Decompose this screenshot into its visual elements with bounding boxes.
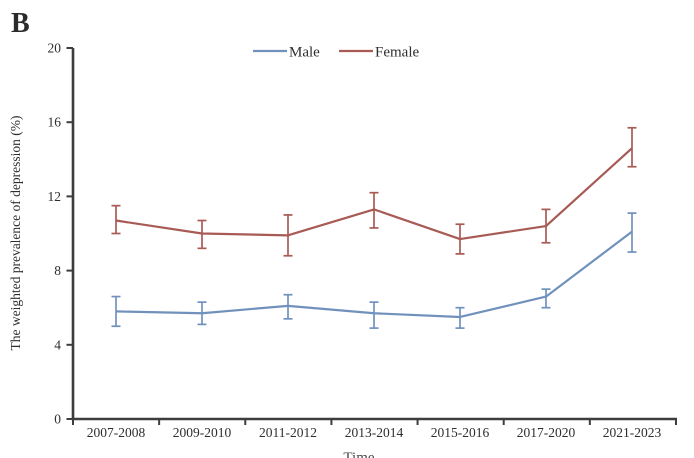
x-tick-label: 2017-2020 <box>517 425 576 440</box>
x-tick-label: 2015-2016 <box>431 425 490 440</box>
clipped-axis-title-fragment: Time <box>343 450 375 458</box>
y-tick-label: 4 <box>54 337 61 352</box>
y-tick-label: 8 <box>54 263 61 278</box>
x-tick-label: 2011-2012 <box>259 425 317 440</box>
male-series <box>111 212 637 329</box>
y-tick-label: 12 <box>48 189 62 204</box>
x-tick-label: 2007-2008 <box>87 425 146 440</box>
x-tick-label: 2009-2010 <box>173 425 232 440</box>
y-axis-title: The weighted prevalence of depression (%… <box>8 115 23 350</box>
legend-female-label: Female <box>375 45 419 61</box>
female-line <box>115 147 633 241</box>
x-tick-label: 2013-2014 <box>345 425 404 440</box>
male-line <box>115 230 633 319</box>
legend-male-label: Male <box>289 45 320 61</box>
x-tick-label: 2021-2023 <box>603 425 662 440</box>
y-tick-label: 16 <box>48 115 62 130</box>
y-tick-label: 20 <box>48 41 62 56</box>
y-tick-label: 0 <box>54 412 61 427</box>
panel-label: B <box>11 8 30 39</box>
female-series <box>111 126 637 257</box>
